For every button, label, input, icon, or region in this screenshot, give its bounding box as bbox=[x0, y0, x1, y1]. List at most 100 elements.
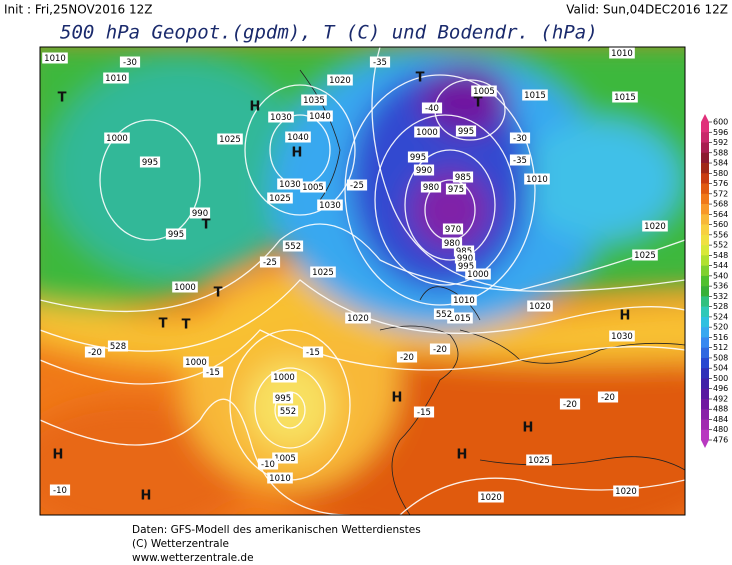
high-center: H bbox=[53, 448, 64, 463]
colorbar-label: 500 bbox=[713, 374, 728, 383]
label-box bbox=[632, 249, 658, 261]
label-box bbox=[447, 312, 473, 324]
label-box bbox=[103, 72, 129, 84]
colorbar-swatch bbox=[701, 152, 709, 164]
isoline-label: 1015 bbox=[524, 91, 546, 101]
colorbar-swatch bbox=[701, 275, 709, 287]
low-center: T bbox=[474, 96, 483, 111]
label-box bbox=[369, 56, 391, 68]
colorbar-swatch bbox=[701, 378, 709, 390]
isoline-label: 995 bbox=[168, 230, 184, 240]
colorbar-label: 580 bbox=[713, 169, 728, 178]
colorbar-swatch bbox=[701, 214, 709, 225]
colorbar-swatch bbox=[701, 234, 709, 246]
label-box bbox=[414, 126, 440, 138]
label-box bbox=[407, 151, 429, 163]
label-box bbox=[267, 192, 293, 204]
colorbar-label: 520 bbox=[713, 323, 728, 332]
isoline-label: 1000 bbox=[174, 283, 196, 293]
label-box bbox=[267, 472, 293, 484]
colorbar-label: 560 bbox=[713, 220, 728, 229]
colorbar-swatch bbox=[701, 337, 709, 348]
isoline-label: -10 bbox=[53, 486, 67, 496]
label-box bbox=[452, 171, 474, 183]
colorbar-label: 544 bbox=[713, 261, 728, 270]
colorbar-label: 572 bbox=[713, 189, 728, 198]
colorbar-swatch bbox=[701, 255, 709, 266]
colorbar-label: 476 bbox=[713, 436, 728, 445]
isoline-label: 975 bbox=[448, 185, 464, 195]
label-box bbox=[522, 89, 548, 101]
high-center: H bbox=[523, 421, 534, 436]
label-box bbox=[119, 56, 141, 68]
low-center: T bbox=[214, 286, 223, 301]
label-box bbox=[453, 245, 475, 257]
map-frame bbox=[39, 46, 686, 516]
low-center: T bbox=[202, 218, 211, 233]
colorbar-label: 576 bbox=[713, 179, 728, 188]
label-box bbox=[310, 266, 336, 278]
isoline-label: -20 bbox=[601, 393, 615, 403]
colorbar-swatch bbox=[701, 193, 709, 205]
low-center: T bbox=[58, 91, 67, 106]
isoline-label: 995 bbox=[458, 262, 474, 272]
isoline-label: 1000 bbox=[273, 373, 295, 383]
low-center: T bbox=[182, 318, 191, 333]
label-box bbox=[272, 452, 298, 464]
colorbar-label: 536 bbox=[713, 282, 728, 291]
high-center: H bbox=[292, 146, 303, 161]
colorbar-label: 504 bbox=[713, 364, 728, 373]
isoline-label: 1010 bbox=[526, 175, 548, 185]
colorbar-label: 548 bbox=[713, 251, 728, 260]
label-box bbox=[217, 133, 243, 145]
isoline-label: 990 bbox=[192, 209, 208, 219]
isoline-label: -15 bbox=[417, 408, 431, 418]
colorbar-swatch bbox=[701, 224, 709, 236]
isoline-label: 1025 bbox=[312, 268, 334, 278]
isoline-label: 1010 bbox=[453, 296, 475, 306]
label-box bbox=[396, 351, 418, 363]
label-box bbox=[107, 340, 129, 352]
label-box bbox=[445, 183, 467, 195]
isoline-label: 1015 bbox=[449, 314, 471, 324]
label-box bbox=[613, 485, 639, 497]
isoline-label: -25 bbox=[350, 181, 364, 191]
label-box bbox=[471, 85, 497, 97]
label-box bbox=[642, 220, 668, 232]
label-box bbox=[441, 237, 463, 249]
colorbar-swatch bbox=[701, 163, 709, 174]
isoline-label: 1000 bbox=[467, 270, 489, 280]
isoline-label: 995 bbox=[458, 127, 474, 137]
isoline-label: 995 bbox=[142, 158, 158, 168]
isoline-label: -30 bbox=[123, 58, 137, 68]
isoline-label: 1020 bbox=[347, 314, 369, 324]
isoline-label: 1010 bbox=[269, 474, 291, 484]
isoline-label: 1030 bbox=[611, 332, 633, 342]
colorbar-swatch bbox=[701, 286, 709, 297]
colorbar-swatch bbox=[701, 142, 709, 154]
isoline-label: 1005 bbox=[473, 87, 495, 97]
isoline-label: 1000 bbox=[416, 128, 438, 138]
colorbar-label: 540 bbox=[713, 271, 728, 280]
colorbar-swatch bbox=[701, 183, 709, 195]
low-center: T bbox=[159, 317, 168, 332]
label-box bbox=[559, 398, 581, 410]
isoline-label: 1025 bbox=[634, 251, 656, 261]
colorbar-arrow bbox=[701, 114, 709, 122]
colorbar-label: 584 bbox=[713, 159, 728, 168]
label-box bbox=[509, 154, 531, 166]
label-box bbox=[271, 371, 297, 383]
colorbar-label: 592 bbox=[713, 138, 728, 147]
label-box bbox=[307, 110, 333, 122]
label-box bbox=[433, 308, 455, 320]
colorbar-swatch bbox=[701, 204, 709, 215]
label-box bbox=[327, 74, 353, 86]
label-box bbox=[465, 268, 491, 280]
label-box bbox=[268, 111, 294, 123]
label-box bbox=[302, 346, 324, 358]
colorbar-swatch bbox=[701, 419, 709, 431]
isoline-label: 1020 bbox=[329, 76, 351, 86]
